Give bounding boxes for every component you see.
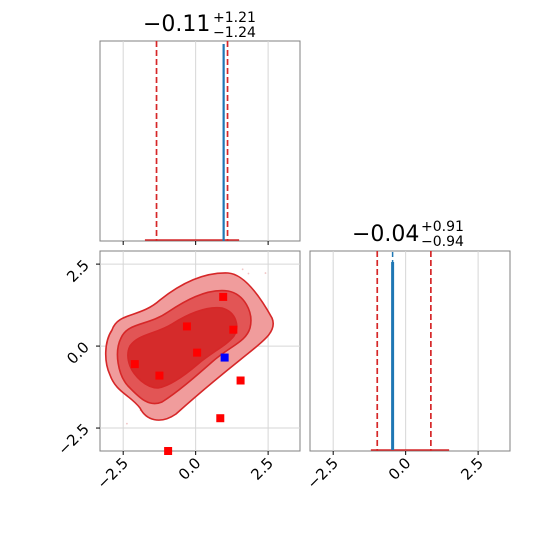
panel-top-left-title-value: −0.11 — [143, 12, 210, 37]
bl-xtick-label-2: 2.5 — [247, 454, 277, 484]
br-xtick-label-0: −2.5 — [304, 454, 342, 492]
panel-bottom-right-title-value: −0.04 — [352, 222, 419, 247]
bl-red-point-1 — [155, 371, 164, 380]
bl-red-point-0 — [130, 360, 139, 369]
bl-red-point-2 — [182, 322, 191, 331]
panel-bottom-left: −2.5 0.0 2.5 −2.5 0.0 2.5 — [54, 250, 301, 493]
bl-red-point-6 — [236, 376, 245, 385]
panel-bottom-right-title-minus: −0.94 — [421, 234, 464, 250]
panel-top-left-marks — [144, 41, 240, 241]
panel-bottom-right-marks — [370, 251, 450, 451]
bl-sample-point — [241, 268, 244, 271]
bl-red-point-5 — [229, 325, 238, 334]
panel-bottom-right-ticks: −2.5 0.0 2.5 — [304, 454, 487, 492]
br-xtick-label-2: 2.5 — [457, 454, 487, 484]
bl-red-point-3 — [193, 348, 202, 357]
bl-red-point-4 — [219, 292, 228, 301]
bl-contour-inner — [126, 306, 238, 389]
panel-top-left-frame — [99, 40, 301, 242]
bl-ytick-label-0: −2.5 — [54, 420, 92, 458]
bl-sample-point — [126, 422, 128, 425]
panel-top-left-title-plus: +1.21 — [213, 10, 256, 26]
panel-bottom-left-marks — [104, 268, 275, 455]
panel-top-left-grid — [122, 41, 269, 245]
bl-xtick-label-1: 0.0 — [175, 454, 205, 484]
bl-xtick-label-0: −2.5 — [94, 454, 132, 492]
bl-red-point-7 — [216, 414, 225, 423]
bl-sample-point — [247, 272, 250, 275]
panel-bottom-right: −2.5 0.0 2.5 −0.04 +0.91 −0.94 — [304, 219, 511, 493]
bl-ytick-label-1: 0.0 — [63, 338, 93, 368]
bl-sample-point — [264, 272, 267, 274]
bl-red-point-8 — [164, 447, 173, 455]
bl-ytick-label-2: 2.5 — [63, 256, 93, 286]
br-xtick-label-1: 0.0 — [385, 454, 415, 484]
panel-top-left: −0.11 +1.21 −1.24 — [99, 10, 301, 245]
panel-bottom-right-grid — [332, 251, 479, 455]
panel-bottom-right-frame — [309, 250, 511, 452]
panel-bottom-right-title-plus: +0.91 — [421, 219, 464, 235]
bl-blue-point-0 — [220, 353, 229, 362]
panel-top-left-title-minus: −1.24 — [213, 25, 256, 41]
